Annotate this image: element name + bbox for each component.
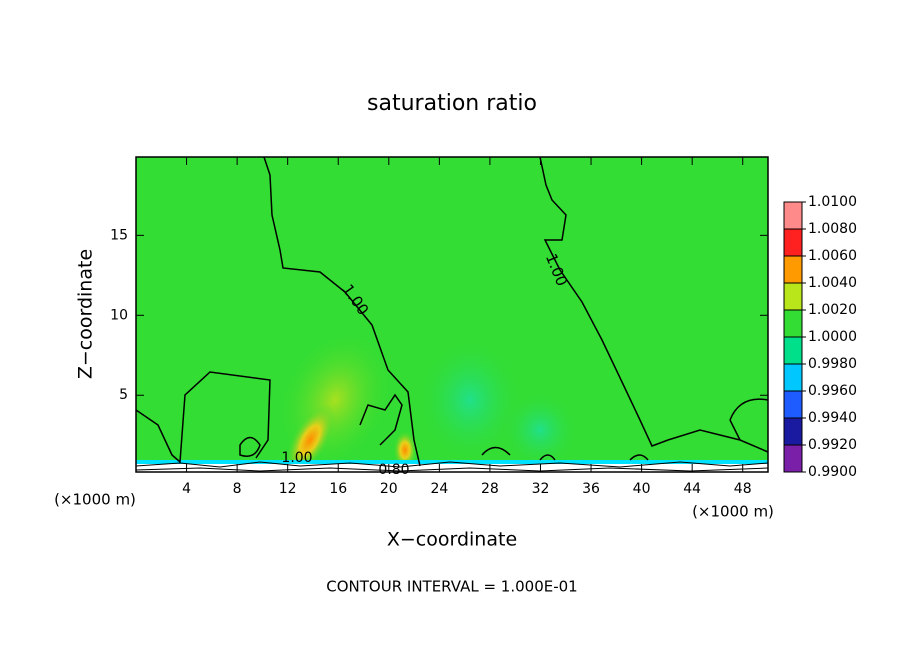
annotation: CONTOUR INTERVAL = 1.000E-01: [326, 578, 577, 596]
colorbar-label: 1.0000: [808, 329, 857, 345]
colorbar-box: [783, 390, 803, 419]
colorbar-box: [783, 363, 803, 392]
x-tick-label: 4: [182, 481, 191, 497]
x-tick-label: 20: [380, 481, 398, 497]
colorbar-box: [783, 336, 803, 365]
contour-lines: [136, 157, 768, 472]
x-tick-label: 16: [329, 481, 347, 497]
x-tick-label: 48: [734, 481, 752, 497]
colorbar-label: 1.0040: [808, 275, 857, 291]
x-unit: (×1000 m): [54, 491, 136, 509]
colorbar-box: [783, 201, 803, 230]
chart-title: saturation ratio: [367, 91, 537, 116]
colorbar-box: [783, 309, 803, 338]
y-tick-label: 5: [119, 387, 128, 403]
colorbar-label: 1.0020: [808, 302, 857, 318]
x-tick-label: 44: [683, 481, 701, 497]
colorbar-label: 0.9960: [808, 383, 857, 399]
colorbar-label: 1.0060: [808, 248, 857, 264]
colorbar-label: 0.9900: [808, 464, 857, 480]
x-tick-label: 32: [532, 481, 550, 497]
x-tick-label: 40: [633, 481, 651, 497]
contour-label: 0.80: [378, 462, 409, 478]
colorbar-box: [783, 255, 803, 284]
x-tick-label: 12: [279, 481, 297, 497]
x-tick-label: 24: [430, 481, 448, 497]
plot-frame: [135, 156, 769, 473]
x-tick-label: 28: [481, 481, 499, 497]
colorbar-label: 0.9920: [808, 437, 857, 453]
colorbar-box: [783, 228, 803, 257]
colorbar-label: 1.0100: [808, 194, 857, 210]
colorbar-label: 0.9980: [808, 356, 857, 372]
x-tick-label: 36: [582, 481, 600, 497]
field-shading: [136, 328, 768, 472]
colorbar-box: [783, 444, 803, 473]
x-unit: (×1000 m): [692, 503, 774, 521]
x-tick-label: 8: [233, 481, 242, 497]
contour-label: 1.00: [281, 450, 312, 466]
x-axis-label: X−coordinate: [387, 529, 517, 551]
y-axis-label: Z−coordinate: [75, 249, 97, 379]
colorbar-box: [783, 417, 803, 446]
colorbar-box: [783, 282, 803, 311]
colorbar-label: 1.0080: [808, 221, 857, 237]
y-tick-label: 15: [110, 227, 128, 243]
y-tick-label: 10: [110, 307, 128, 323]
colorbar-label: 0.9940: [808, 410, 857, 426]
